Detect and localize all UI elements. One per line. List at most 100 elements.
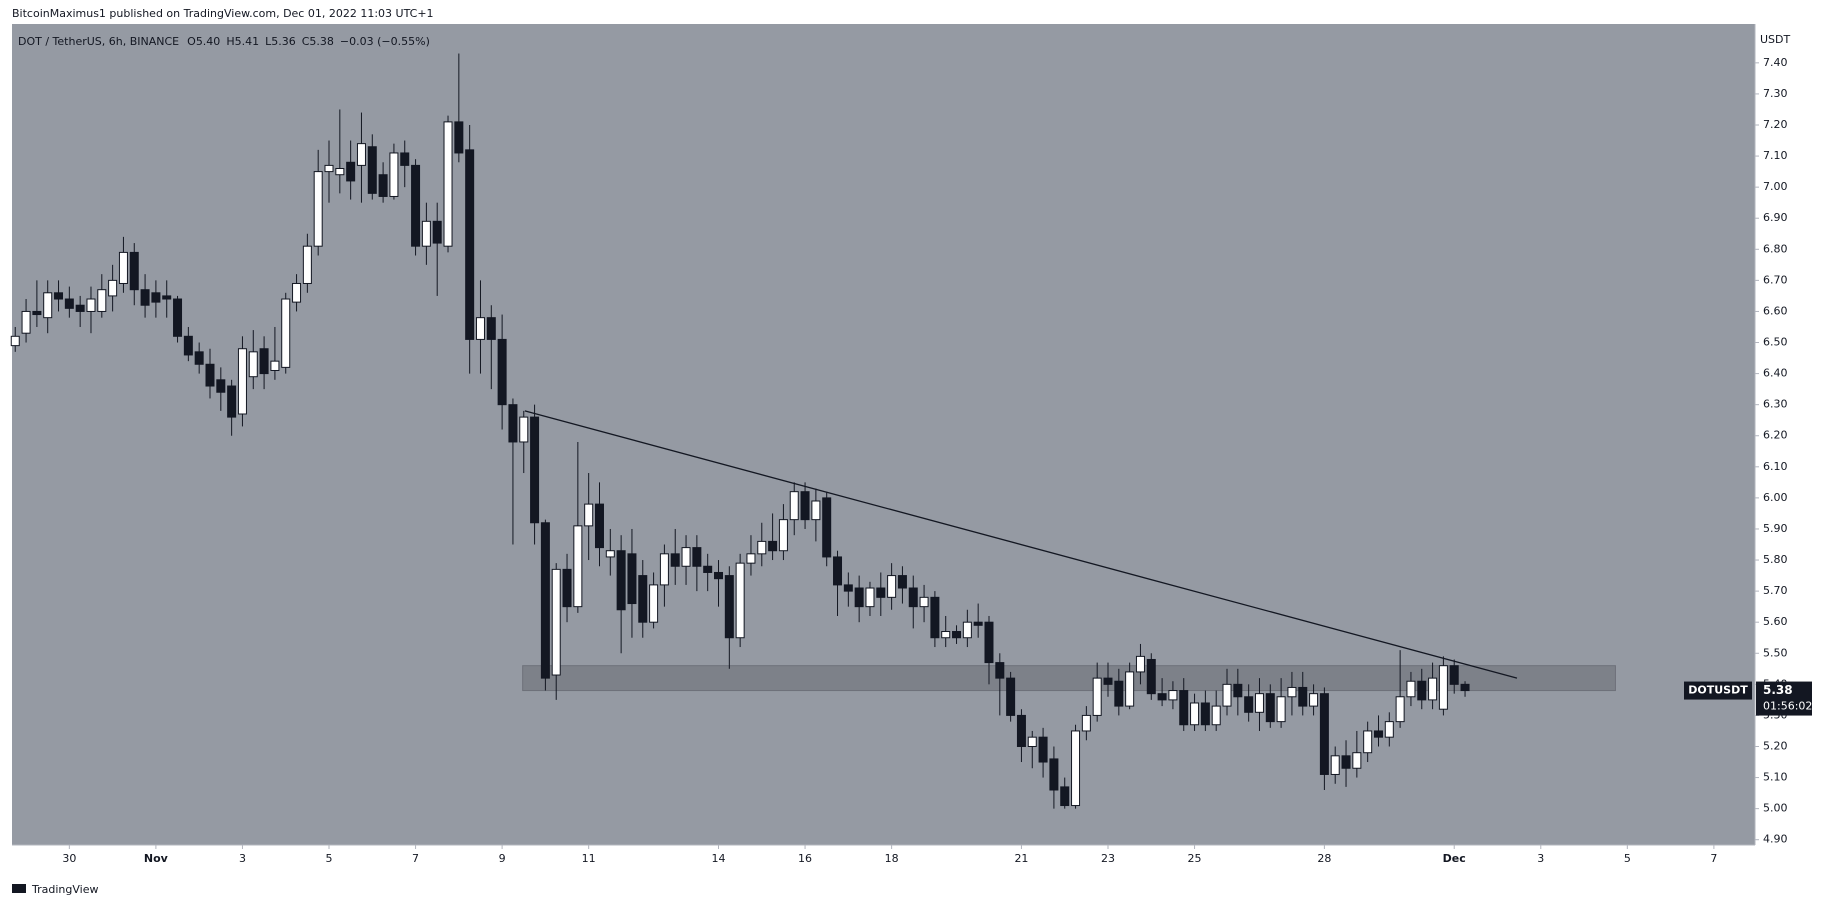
candle-body-down [1049, 758, 1059, 791]
candle-body-up [237, 348, 247, 415]
candle-body-up [1276, 696, 1286, 723]
x-tick-label: 30 [62, 852, 76, 865]
candle-body-up [735, 562, 745, 639]
legend-value: 5.36 [271, 35, 296, 48]
candle-body-down [908, 587, 918, 608]
candle-body-down [346, 161, 356, 182]
y-tick-label: 5.00 [1763, 802, 1788, 815]
candle-body-down [627, 553, 637, 605]
x-tick-label: 5 [326, 852, 333, 865]
x-tick-label: 7 [1710, 852, 1717, 865]
candle-body-up [757, 540, 767, 555]
candle-body-down [973, 621, 983, 626]
candle-body-up [324, 164, 334, 173]
candle-body-up [573, 525, 583, 608]
candle-body-down [1103, 677, 1113, 685]
candle-body-up [1190, 702, 1200, 726]
candle-body-down [897, 575, 907, 589]
candle-body-up [421, 220, 431, 247]
candle-body-down [432, 220, 442, 244]
symbol-tag [1684, 681, 1752, 700]
y-tick-label: 6.50 [1763, 336, 1788, 349]
candle-body-up [1352, 752, 1362, 769]
candle-body-down [530, 416, 540, 524]
x-tick-label: 3 [239, 852, 246, 865]
candle-body-down [75, 304, 85, 312]
candle-body-up [86, 298, 96, 312]
candle-body-up [475, 317, 485, 340]
candle-body-down [162, 295, 172, 300]
y-tick-label: 7.40 [1763, 56, 1788, 69]
candle-body-up [118, 251, 128, 284]
x-tick-label: 14 [712, 852, 726, 865]
candle-body-down [465, 149, 475, 340]
candle-body-up [551, 568, 561, 676]
candle-body-up [1071, 730, 1081, 807]
candle-body-up [649, 584, 659, 623]
candle-body-down [1038, 736, 1048, 763]
candle-body-down [32, 310, 42, 316]
candle-body-down [129, 251, 139, 291]
candle-body-down [486, 317, 496, 340]
candle-body-down [1146, 658, 1156, 695]
candle-body-down [1341, 755, 1351, 769]
candle-body-down [1157, 693, 1167, 701]
candle-body-up [43, 292, 53, 319]
x-tick-label: 25 [1188, 852, 1202, 865]
candle-body-down [854, 587, 864, 608]
candle-body-up [248, 351, 258, 378]
candle-body-up [292, 282, 302, 303]
candle-body-down [1460, 683, 1470, 692]
candle-body-down [562, 568, 572, 608]
legend-key: L [265, 35, 272, 48]
candle-body-up [1125, 671, 1135, 707]
candle-body-up [1027, 736, 1037, 747]
y-tick-label: 5.90 [1763, 522, 1788, 535]
y-tick-label: 6.70 [1763, 273, 1788, 286]
y-tick-label: 5.20 [1763, 739, 1788, 752]
candle-body-up [335, 167, 345, 176]
x-tick-label: Dec [1443, 852, 1466, 865]
publisher-line: BitcoinMaximus1 published on TradingView… [12, 7, 434, 20]
y-tick-label: 6.10 [1763, 460, 1788, 473]
candle-body-down [724, 575, 734, 639]
candle-body-down [64, 298, 74, 309]
candle-body-down [714, 571, 724, 580]
candle-body-down [703, 565, 713, 573]
candle-body-down [140, 289, 150, 306]
y-tick-label: 6.80 [1763, 242, 1788, 255]
candle-body-down [800, 491, 810, 521]
candle-body-up [941, 631, 951, 639]
candle-body-up [21, 310, 31, 334]
candle-body-up [584, 503, 594, 527]
candle-body-up [1211, 705, 1221, 726]
candle-body-down [540, 522, 550, 679]
y-tick-label: 5.50 [1763, 646, 1788, 659]
last-price-tag [1756, 681, 1812, 716]
brand-name: TradingView [31, 883, 98, 896]
y-axis-unit: USDT [1760, 33, 1791, 46]
candle-body-down [454, 121, 464, 154]
candle-body-down [54, 292, 64, 300]
y-tick-label: 6.90 [1763, 211, 1788, 224]
candle-body-down [1417, 680, 1427, 701]
candle-body-up [1092, 677, 1102, 716]
candle-body-down [930, 596, 940, 639]
y-tick-label: 5.60 [1763, 615, 1788, 628]
candle-body-down [670, 553, 680, 567]
candle-body-down [259, 348, 269, 375]
footer: TradingView [12, 883, 98, 896]
candle-body-up [1222, 683, 1232, 707]
x-tick-label: 5 [1624, 852, 1631, 865]
candle-body-up [1168, 690, 1178, 701]
candle-body-up [1384, 721, 1394, 738]
plot-background [12, 24, 1755, 845]
candle-body-down [594, 503, 604, 549]
candle-body-up [1254, 693, 1264, 713]
y-tick-label: 6.40 [1763, 367, 1788, 380]
candle-body-up [519, 416, 529, 443]
legend-value: 5.38 [309, 35, 334, 48]
candle-body-up [1330, 755, 1340, 775]
candle-body-down [367, 146, 377, 194]
candle-body-up [108, 279, 118, 297]
